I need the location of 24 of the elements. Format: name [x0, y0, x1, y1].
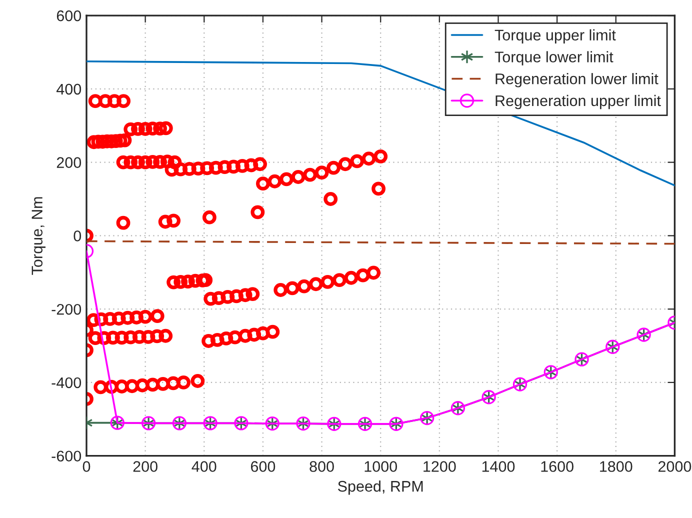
x-tick-label: 1000 [364, 461, 397, 472]
y-axis-title: Torque, Nm [32, 197, 46, 275]
y-tick-label: 600 [56, 10, 82, 22]
legend-label: Regeneration upper limit [496, 94, 661, 110]
x-axis-title: Speed, RPM [338, 480, 423, 495]
legend-label: Torque lower limit [494, 51, 614, 66]
y-tick-label: 400 [56, 84, 82, 95]
x-tick-label: 1800 [600, 461, 632, 472]
legend-label: Regeneration lower limit [496, 73, 658, 88]
x-tick-label: 1200 [424, 461, 456, 472]
y-tick-label: 0 [74, 230, 82, 242]
x-tick-label: 0 [82, 461, 90, 472]
x-tick-label: 200 [133, 461, 158, 472]
y-tick-label: -200 [52, 304, 82, 315]
x-tick-label: 2000 [658, 461, 692, 472]
y-tick-label: -600 [52, 450, 82, 462]
x-tick-label: 1600 [541, 461, 574, 472]
legend-label: Torque upper limit [494, 29, 616, 44]
x-tick-label: 800 [310, 461, 334, 472]
y-tick-label: 200 [56, 157, 82, 168]
x-tick-label: 400 [192, 461, 216, 472]
x-tick-label: 600 [250, 461, 276, 472]
y-tick-label: -400 [52, 377, 82, 388]
x-tick-label: 1400 [482, 461, 515, 472]
